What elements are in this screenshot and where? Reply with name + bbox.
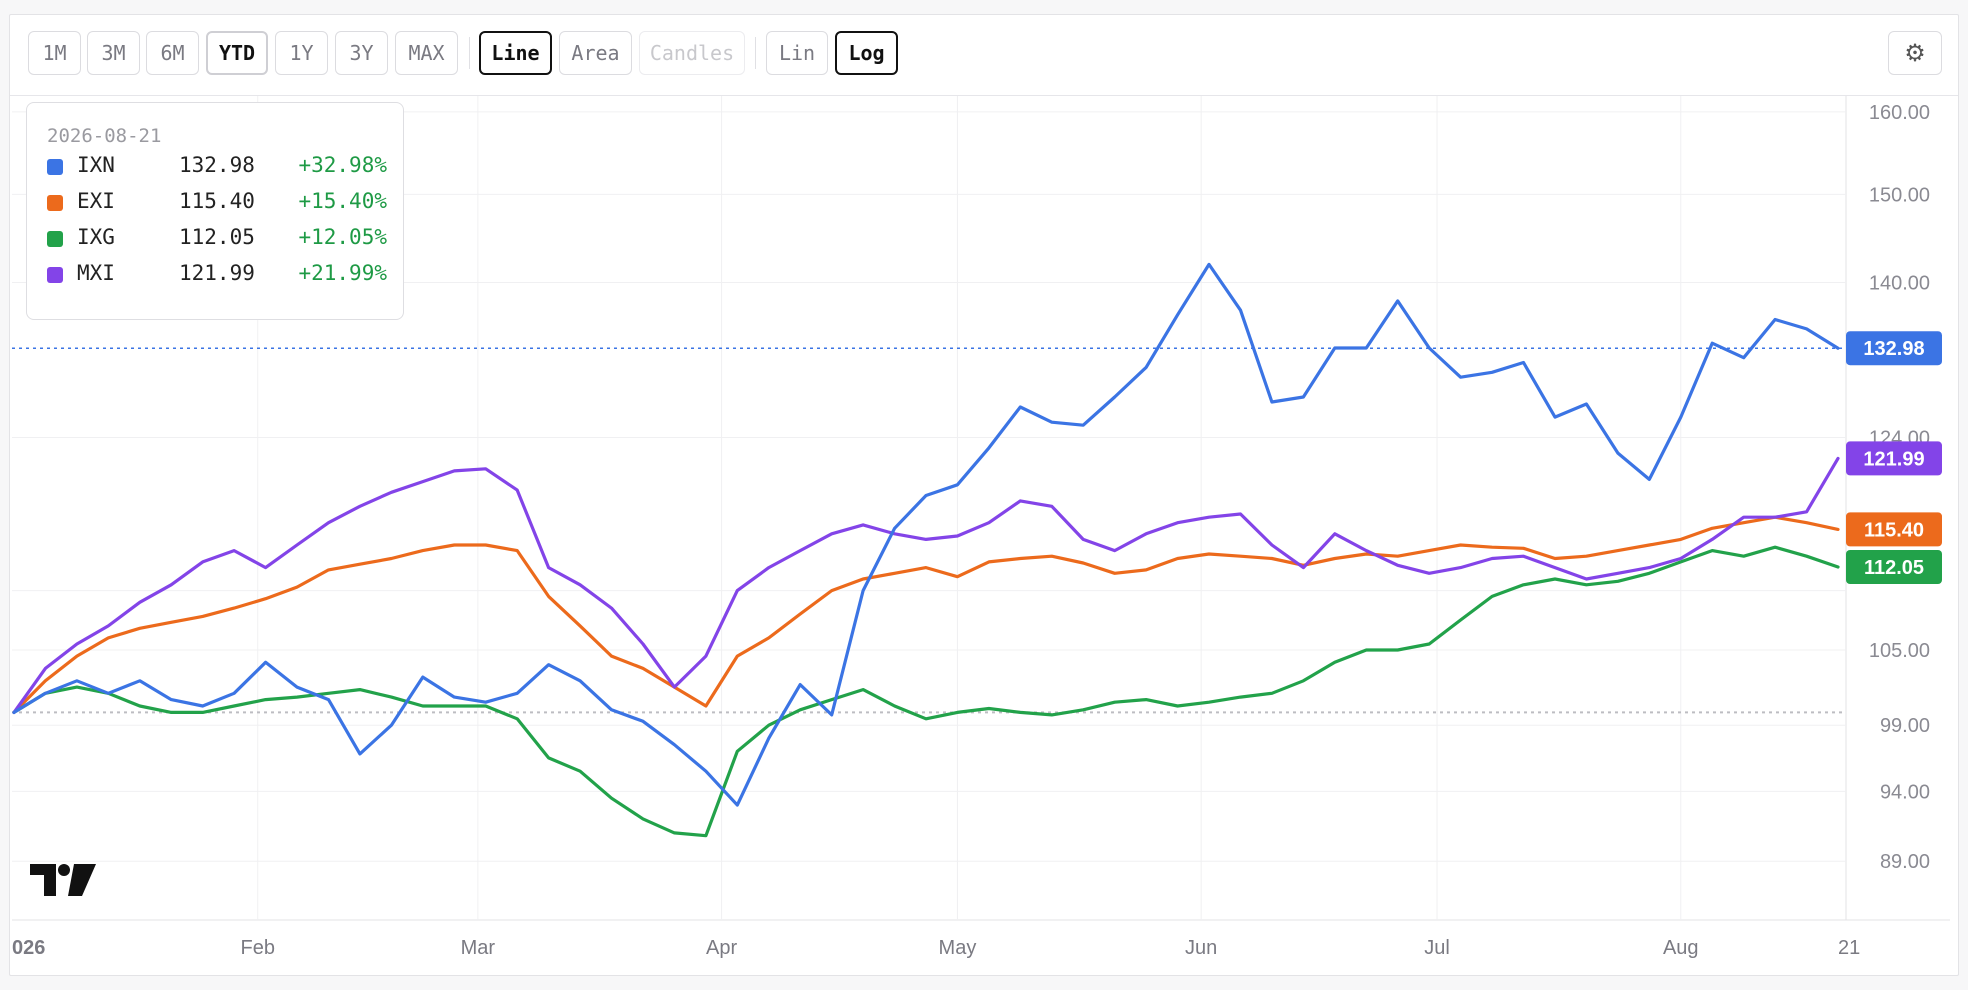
legend-swatch-ixn [47,159,63,175]
x-tick-label: Apr [706,937,737,959]
series-line-ixn [12,262,1840,807]
legend-change: +15.40% [298,189,387,213]
legend-value: 121.99 [179,261,255,285]
toolbar-divider [469,37,470,69]
legend-row-mxi: MXI 121.99 +21.99% [47,261,387,291]
range-3y-button[interactable]: 3Y [335,31,388,75]
x-tick-label: 21 [1838,937,1860,959]
range-3m-button[interactable]: 3M [87,31,140,75]
settings-button[interactable]: ⚙ [1888,31,1942,75]
legend-ticker: IXG [77,225,115,249]
legend-change: +12.05% [298,225,387,249]
last-value-label-mxi: 121.99 [1863,448,1924,470]
legend-swatch-ixg [47,231,63,247]
last-value-badge-ixg [1846,549,1942,584]
tradingview-logo-icon [30,864,96,896]
range-1m-button[interactable]: 1M [28,31,81,75]
chart-type-line-button[interactable]: Line [479,31,552,75]
x-tick-label: Feb [240,937,274,959]
legend-swatch-exi [47,195,63,211]
chart-type-candles-button: Candles [639,31,745,75]
x-tick-label: Jul [1424,937,1450,959]
scale-log-button[interactable]: Log [835,31,898,75]
last-value-label-exi: 115.40 [1864,519,1924,541]
legend-value: 112.05 [179,225,255,249]
range-6m-button[interactable]: 6M [146,31,199,75]
legend-ticker: MXI [77,261,115,285]
last-value-badge-exi [1846,512,1942,547]
y-tick-label: 150.00 [1869,184,1930,206]
gear-icon: ⚙ [1904,39,1926,67]
last-value-badge-mxi [1846,441,1942,476]
legend-ticker: IXN [77,153,115,177]
x-tick-label: Mar [461,937,496,959]
y-tick-label: 160.00 [1869,102,1930,124]
y-tick-label: 105.00 [1869,640,1930,662]
y-tick-label: 89.00 [1880,851,1930,873]
toolbar-divider [755,37,756,69]
legend-change: +32.98% [298,153,387,177]
x-tick-label: Jun [1185,937,1217,959]
legend-ticker: EXI [77,189,115,213]
range-max-button[interactable]: MAX [395,31,458,75]
last-value-badge-ixn [1846,331,1942,366]
legend-row-ixg: IXG 112.05 +12.05% [47,225,387,255]
legend-row-exi: EXI 115.40 +15.40% [47,189,387,219]
legend-value: 132.98 [179,153,255,177]
legend-change: +21.99% [298,261,387,285]
y-tick-label: 140.00 [1869,272,1930,294]
x-tick-label: 026 [12,937,45,959]
toolbar: 1M 3M 6M YTD 1Y 3Y MAX Line Area Candles… [10,15,1958,96]
y-tick-label: 94.00 [1880,781,1930,803]
last-value-label-ixn: 132.98 [1863,338,1924,360]
range-ytd-button[interactable]: YTD [206,31,268,75]
legend-swatch-mxi [47,267,63,283]
last-value-label-ixg: 112.05 [1864,557,1924,579]
legend-value: 115.40 [179,189,255,213]
legend-row-ixn: IXN 132.98 +32.98% [47,153,387,183]
x-tick-label: May [939,937,977,959]
chart-type-area-button[interactable]: Area [559,31,632,75]
scale-lin-button[interactable]: Lin [766,31,828,75]
range-1y-button[interactable]: 1Y [275,31,328,75]
y-tick-label: 99.00 [1880,715,1930,737]
series-line-mxi [12,456,1840,714]
legend-date: 2026-08-21 [47,125,162,147]
legend-tooltip: 2026-08-21 IXN 132.98 +32.98% EXI 115.40… [26,102,404,320]
series-line-exi [12,515,1840,714]
x-tick-label: Aug [1663,937,1699,959]
